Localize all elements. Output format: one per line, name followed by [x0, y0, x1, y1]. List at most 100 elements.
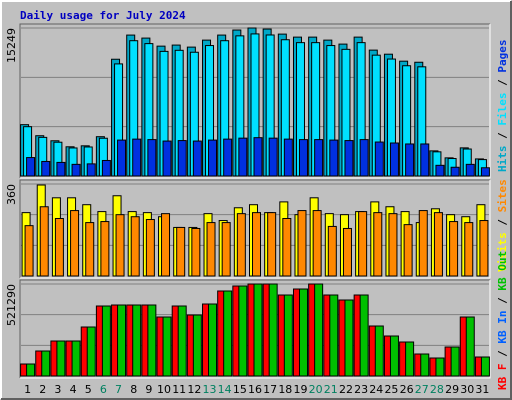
bar [373, 212, 383, 277]
bar [359, 294, 369, 377]
bar [418, 210, 428, 277]
x-tick-label: 19 [293, 383, 307, 396]
bar [177, 140, 187, 177]
bar [342, 227, 352, 277]
bar [117, 139, 127, 177]
plot-border-light [20, 180, 491, 279]
legend-entry: Files [496, 93, 509, 126]
legend-separator: / [496, 212, 509, 232]
bar [389, 335, 399, 377]
bar [374, 141, 384, 177]
x-tick-label: 2 [39, 383, 46, 396]
x-tick-label: 8 [130, 383, 137, 396]
x-tick-label: 17 [263, 383, 277, 396]
bar [435, 164, 445, 177]
bar [56, 161, 66, 177]
bar [223, 138, 233, 177]
bar [358, 211, 368, 277]
bar [162, 316, 172, 377]
bar [253, 137, 263, 177]
x-tick-label: 21 [324, 383, 338, 396]
bar [208, 303, 218, 377]
bar [344, 140, 354, 177]
bar [162, 140, 172, 177]
bar [464, 222, 474, 277]
bar [191, 227, 201, 277]
bar [130, 216, 140, 277]
bar [433, 212, 443, 277]
bar [236, 213, 246, 277]
plot-border-light [20, 280, 491, 379]
bar [329, 139, 339, 177]
bar [405, 143, 415, 177]
x-tick-label: 5 [85, 383, 92, 396]
bar [435, 357, 445, 377]
bar [177, 305, 187, 377]
legend-separator: / [496, 344, 509, 364]
x-tick-label: 1 [24, 383, 31, 396]
bar [268, 137, 278, 177]
x-tick-label: 7 [115, 383, 122, 396]
bar [420, 353, 430, 377]
bar [41, 160, 51, 177]
bar [24, 225, 34, 277]
bar [192, 140, 202, 177]
plot-border-dark [19, 179, 490, 278]
bar [161, 213, 171, 277]
plot-border-light [20, 24, 491, 179]
legend-entry: Hits [496, 146, 509, 173]
legend-entry: KB Out [496, 251, 509, 291]
x-tick-label: 30 [460, 383, 474, 396]
bar [238, 137, 248, 177]
bar [145, 219, 155, 277]
bar [329, 294, 339, 377]
x-tick-label: 13 [203, 383, 217, 396]
legend-entry: Visits [496, 232, 509, 272]
chart-title: Daily usage for July 2024 [20, 9, 186, 22]
bar [132, 138, 142, 177]
bar [268, 283, 278, 377]
legend-entry: KB In [496, 311, 509, 344]
bar [115, 214, 125, 277]
bar [283, 138, 293, 177]
bar [132, 304, 142, 377]
bar [71, 163, 81, 177]
x-tick-label: 10 [157, 383, 171, 396]
legend-separator: / [496, 73, 509, 93]
x-tick-label: 26 [400, 383, 414, 396]
x-tick-label: 28 [430, 383, 444, 396]
bar [449, 221, 459, 277]
x-tick-label: 12 [187, 383, 201, 396]
bar [192, 314, 202, 377]
bar [298, 288, 308, 377]
bar [252, 212, 261, 277]
bar [41, 350, 51, 377]
bar [465, 316, 475, 377]
bar [100, 221, 110, 277]
bar [71, 340, 81, 377]
x-tick-label: 14 [218, 383, 232, 396]
y-tick-label: 360 [5, 184, 18, 205]
bar [101, 159, 111, 177]
bar [26, 157, 36, 177]
legend-entry: Sites [496, 179, 509, 212]
bar [85, 222, 95, 277]
x-tick-label: 18 [278, 383, 292, 396]
bar [388, 213, 398, 277]
plot-border-dark [19, 23, 490, 178]
bar [403, 224, 413, 277]
x-tick-label: 27 [415, 383, 429, 396]
bar [297, 210, 307, 277]
bar [101, 305, 111, 377]
bar [480, 356, 490, 377]
y-tick-label: 15249 [5, 28, 18, 63]
bar [298, 139, 308, 177]
bar [480, 167, 490, 177]
legend: Hits / Files / Pages [496, 40, 509, 173]
plot-border-dark [19, 279, 490, 378]
bar [86, 163, 96, 177]
bar [56, 340, 66, 377]
x-tick-label: 11 [172, 383, 186, 396]
